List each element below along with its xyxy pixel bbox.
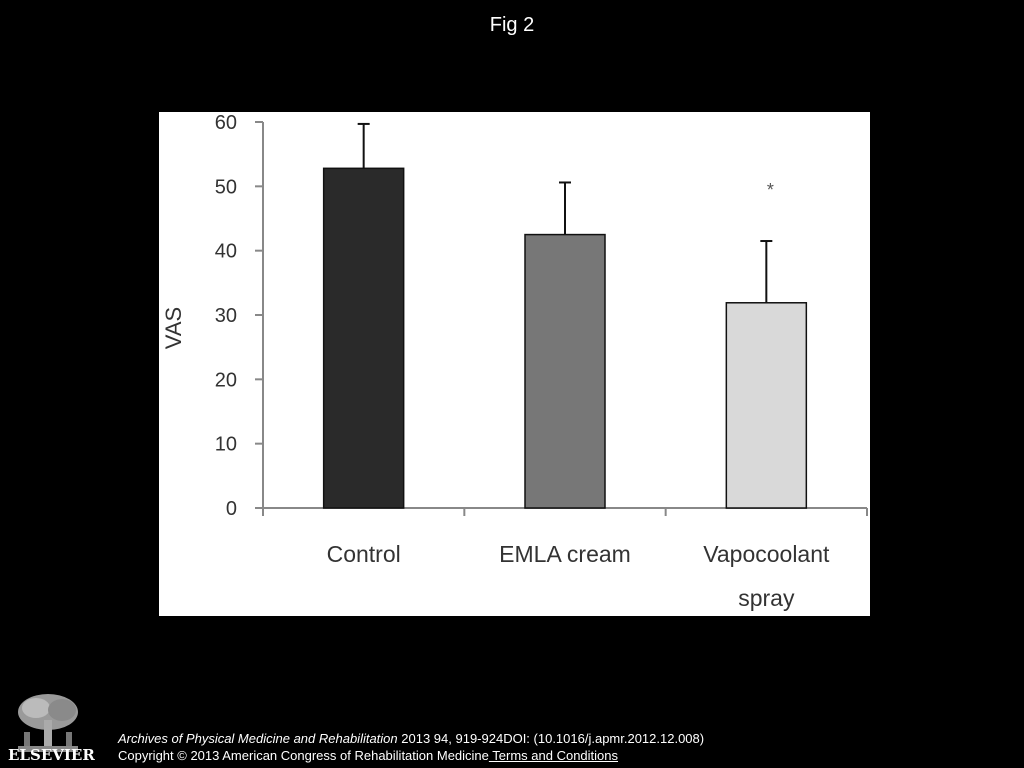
y-tick-label: 0 (226, 498, 237, 520)
citation-footer: Archives of Physical Medicine and Rehabi… (118, 730, 704, 764)
x-tick-label: Control (327, 541, 401, 567)
y-tick-label: 60 (215, 112, 237, 134)
error-bars: * (357, 122, 774, 303)
x-tick-label: spray (738, 585, 795, 611)
x-axis (262, 507, 868, 516)
y-tick-label: 40 (215, 241, 237, 263)
citation-details: 2013 94, 919-924DOI: (10.1016/j.apmr.201… (397, 731, 705, 746)
terms-link[interactable]: Terms and Conditions (488, 748, 618, 763)
slide-title: Fig 2 (489, 14, 535, 36)
significance-marker: * (767, 180, 774, 200)
elsevier-logo-text: ELSEVIER (8, 746, 95, 764)
bars (322, 167, 808, 509)
y-tick-label: 20 (215, 369, 237, 391)
x-tick-label: EMLA cream (499, 541, 631, 567)
citation-line: Archives of Physical Medicine and Rehabi… (118, 730, 704, 747)
journal-name: Archives of Physical Medicine and Rehabi… (118, 731, 398, 746)
elsevier-tree-icon (12, 692, 84, 754)
x-tick-label: Vapocoolant (703, 541, 830, 567)
y-tick-label: 10 (215, 434, 237, 456)
y-tick-label: 50 (215, 176, 237, 198)
copyright-text: Copyright © 2013 American Congress of Re… (118, 748, 489, 763)
bar-control (322, 167, 405, 509)
bar-chart: 0 10 20 30 40 50 60 * Control EMLA cream Vapocoo… (161, 112, 868, 611)
y-axis: 0 10 20 30 40 50 60 (215, 112, 264, 520)
category-labels: Control EMLA cream Vapocoolant spray (327, 541, 830, 611)
copyright-line: Copyright © 2013 American Congress of Re… (118, 747, 704, 764)
y-tick-label: 30 (215, 305, 237, 327)
bar-emla-cream (524, 233, 606, 509)
bar-vapocoolant-spray (725, 302, 808, 509)
y-axis-label: VAS (161, 307, 186, 349)
chart-panel: 0 10 20 30 40 50 60 * Control EMLA cream Vapocoo… (159, 112, 870, 616)
